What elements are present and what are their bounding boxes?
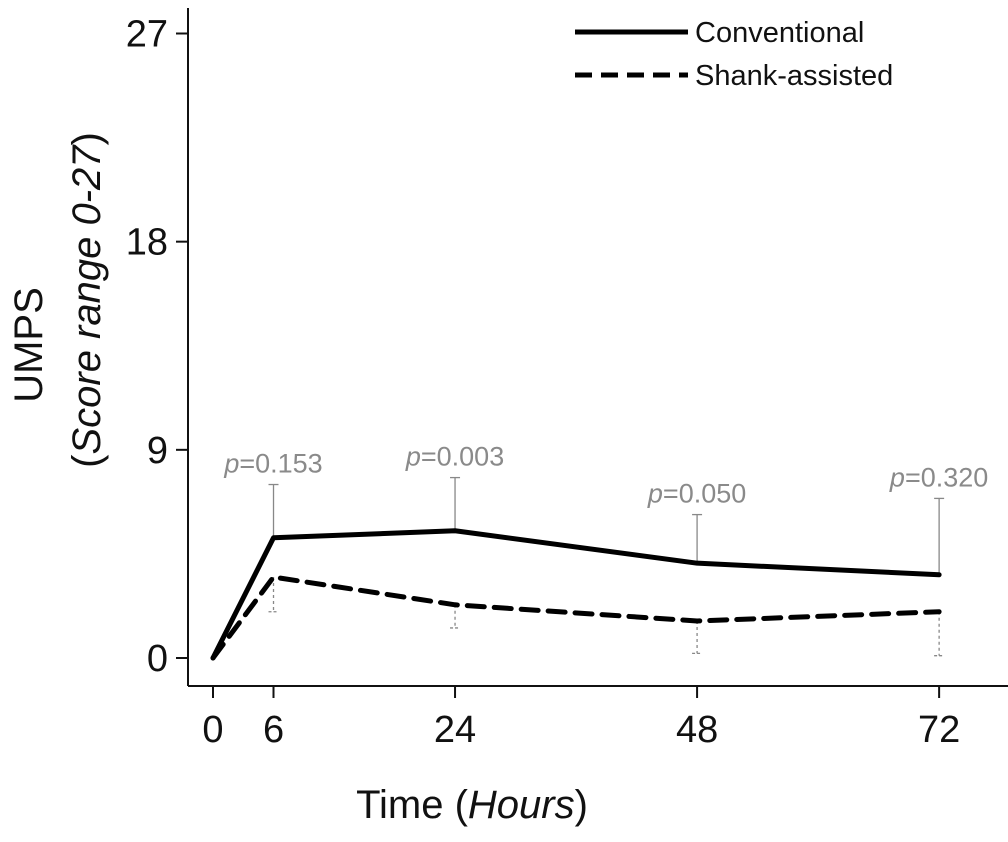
series-line-conventional	[210, 528, 942, 661]
x-tick-label: 24	[434, 709, 476, 751]
p-symbol: p	[647, 479, 663, 509]
x-axis-label-unit: Hours	[468, 783, 575, 827]
p-value: =0.153	[239, 449, 322, 479]
p-value-label: p=0.320	[889, 462, 988, 492]
x-tick-label: 0	[202, 709, 223, 751]
series-line-shank-assisted	[210, 574, 942, 661]
y-tick-label: 27	[126, 13, 168, 55]
x-ticks: 0 6 24 48 72	[202, 686, 960, 751]
p-value: =0.003	[421, 442, 504, 472]
p-value: =0.050	[663, 479, 746, 509]
y-tick-label: 0	[147, 638, 168, 680]
series-lines	[210, 528, 942, 661]
p-value: =0.320	[905, 462, 988, 492]
x-axis-label-text: Time	[356, 783, 443, 827]
y-axis-label: UMPS	[7, 287, 51, 403]
y-tick-label: 9	[147, 430, 168, 472]
p-symbol: p	[889, 462, 905, 492]
p-value-label: p=0.153	[223, 449, 322, 479]
p-symbol: p	[405, 442, 421, 472]
y-axis-sublabel: (Score range 0-27)	[65, 132, 109, 468]
legend-label-shank-assisted: Shank-assisted	[695, 60, 893, 92]
x-axis-label: Time (Hours)	[356, 783, 588, 827]
p-value-label: p=0.050	[647, 479, 746, 509]
x-tick-label: 72	[918, 709, 960, 751]
y-tick-label: 18	[126, 222, 168, 264]
legend-label-conventional: Conventional	[695, 17, 864, 49]
axes	[187, 8, 1008, 687]
p-value-label: p=0.003	[405, 442, 504, 472]
legend: Conventional Shank-assisted	[575, 17, 893, 92]
y-ticks: 0 9 18 27	[126, 13, 188, 680]
x-tick-label: 48	[676, 709, 718, 751]
error-bars	[268, 476, 945, 657]
p-symbol: p	[223, 449, 239, 479]
x-tick-label: 6	[263, 709, 284, 751]
y-axis-sublabel-text: Score range 0-27	[65, 144, 109, 455]
